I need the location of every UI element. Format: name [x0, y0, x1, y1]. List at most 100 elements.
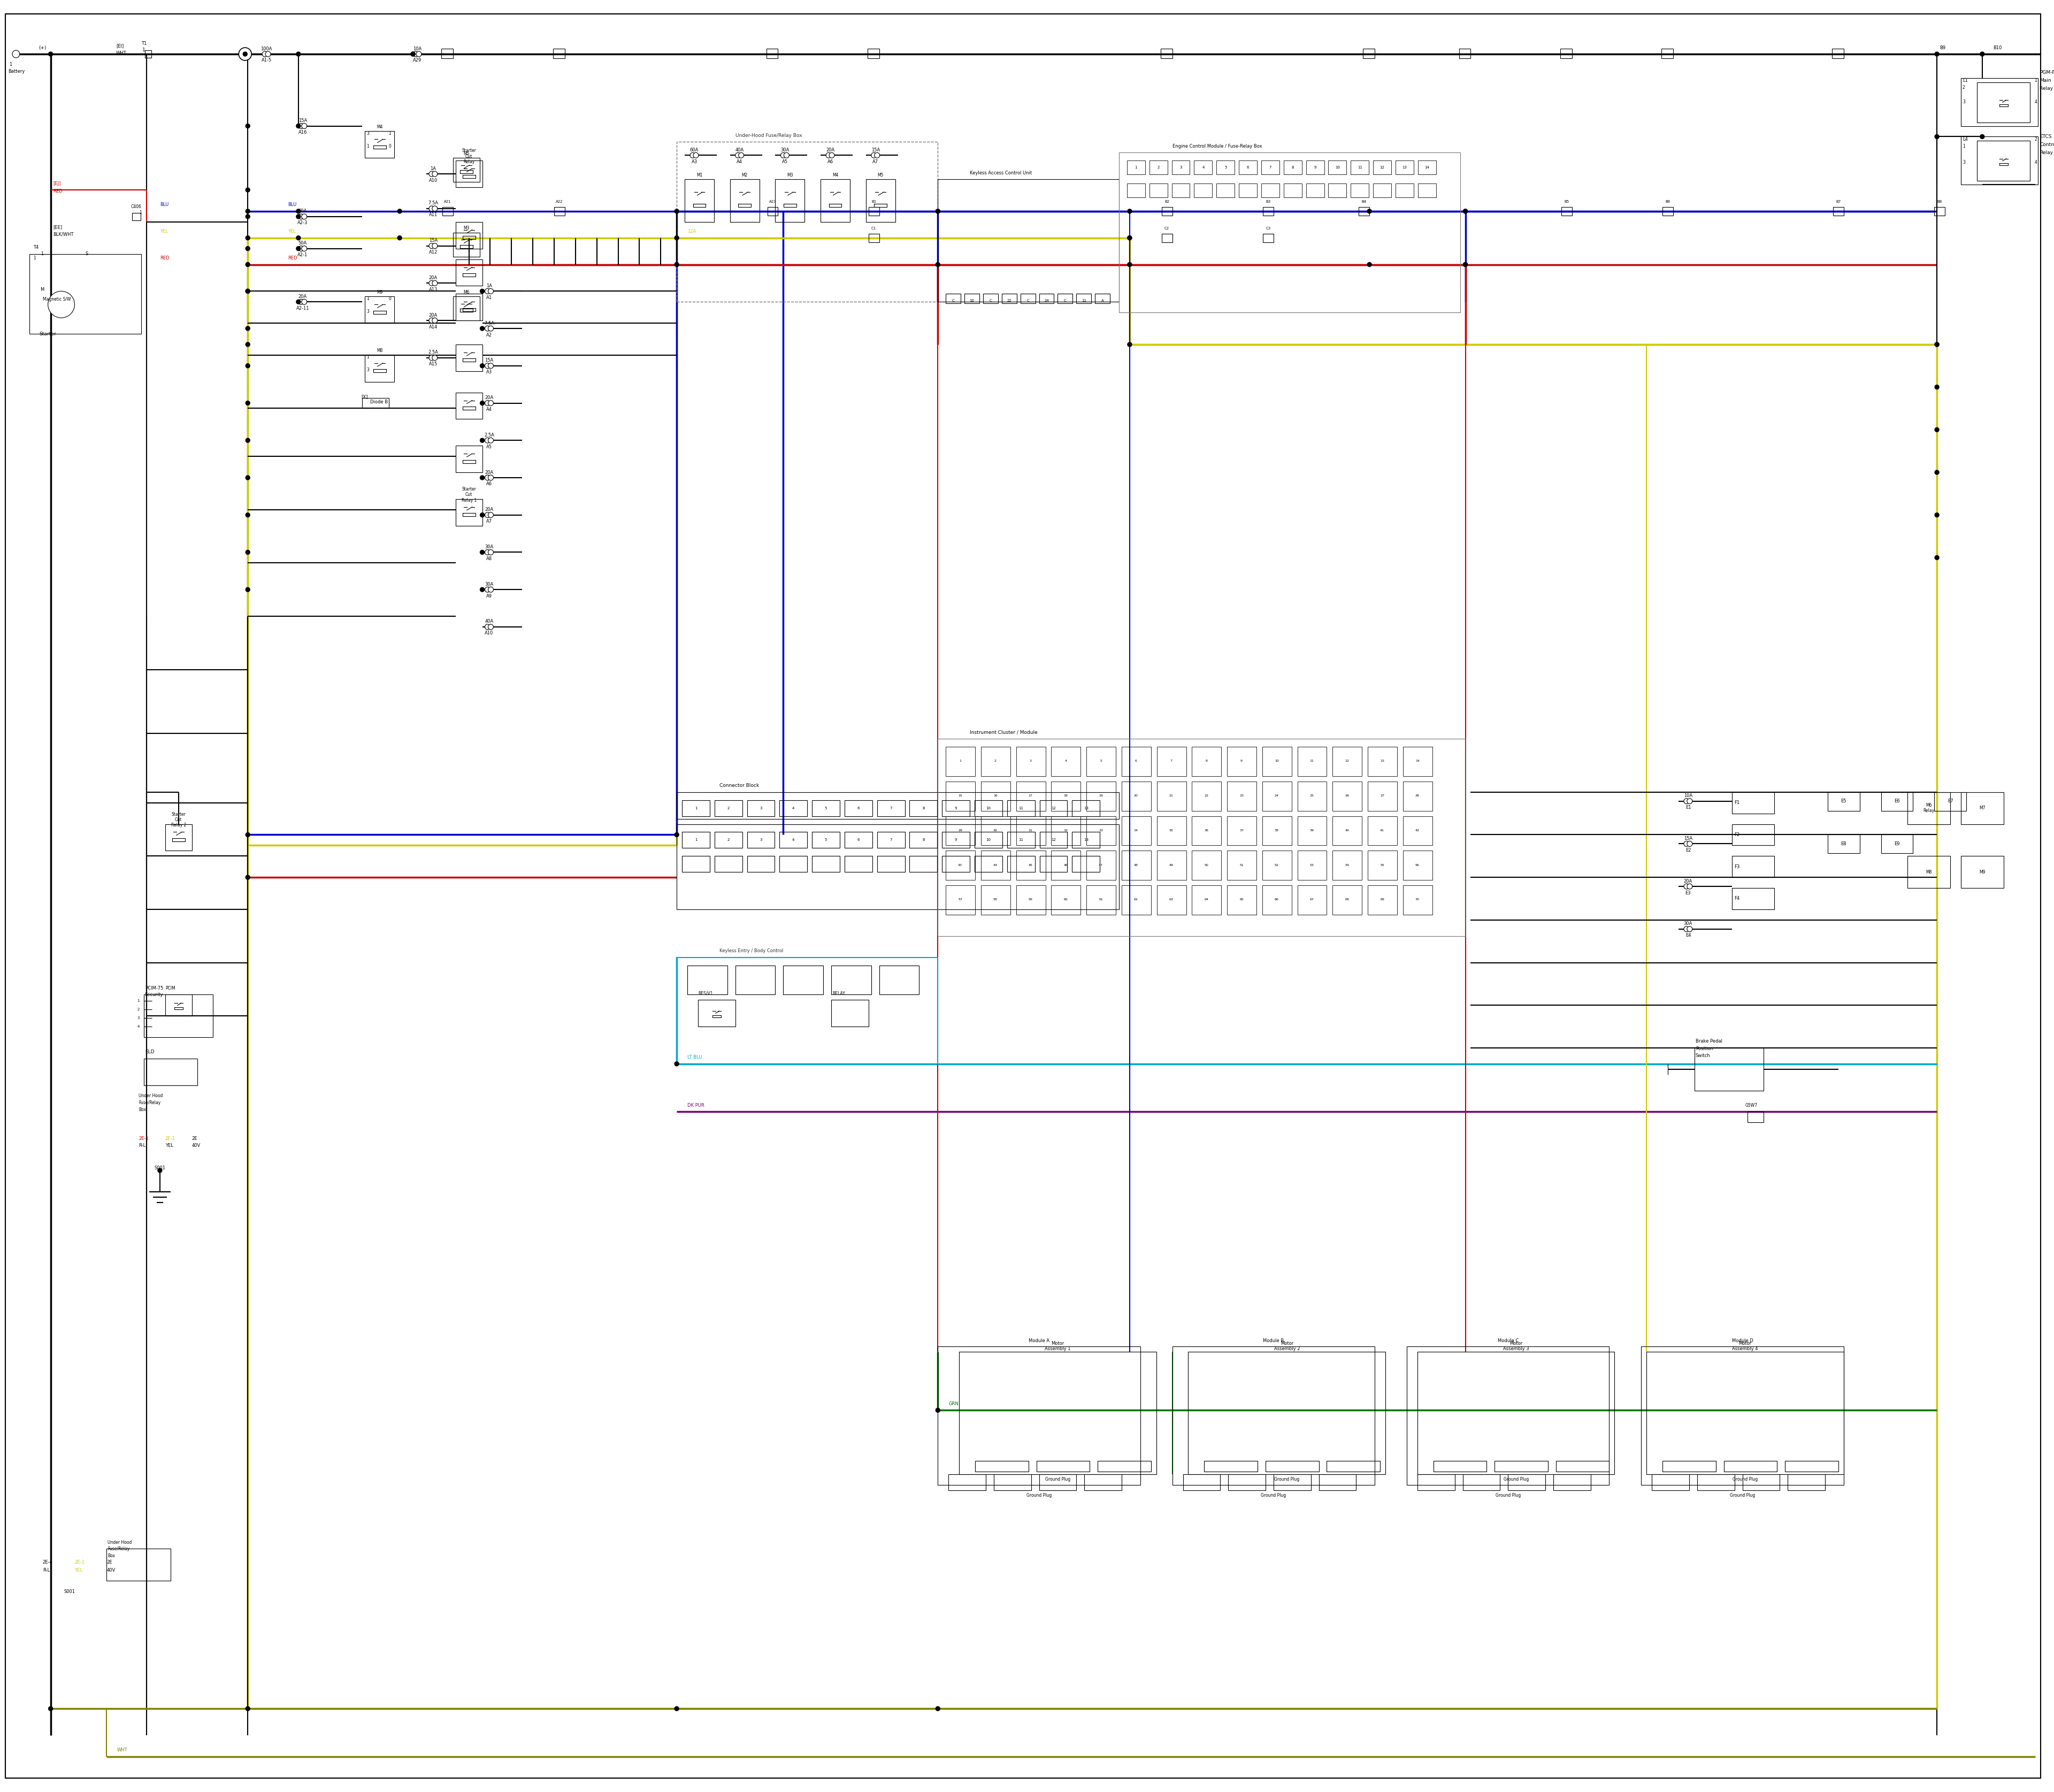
- Circle shape: [47, 290, 74, 317]
- Circle shape: [429, 355, 433, 360]
- Bar: [1832, 208, 1844, 215]
- Text: 1: 1: [140, 210, 142, 215]
- Text: 60A: 60A: [690, 147, 698, 152]
- Circle shape: [1686, 799, 1692, 805]
- Bar: [1462, 1475, 1499, 1491]
- Text: 2: 2: [1156, 167, 1161, 168]
- Bar: [1017, 747, 1045, 776]
- Bar: [698, 1000, 735, 1027]
- Bar: [1191, 781, 1222, 810]
- Text: 68: 68: [1345, 898, 1349, 901]
- Text: 28: 28: [1415, 794, 1419, 797]
- Text: 10: 10: [1335, 167, 1339, 168]
- Bar: [1417, 1475, 1454, 1491]
- Text: A3: A3: [487, 369, 493, 375]
- Text: [X]: [X]: [362, 394, 368, 400]
- Circle shape: [246, 833, 251, 837]
- Circle shape: [246, 247, 251, 251]
- Bar: [1368, 747, 1397, 776]
- Bar: [1368, 851, 1397, 880]
- Text: 65: 65: [1239, 898, 1243, 901]
- Text: 4: 4: [1064, 760, 1066, 763]
- Bar: [164, 995, 191, 1016]
- Text: B10: B10: [1992, 45, 2003, 50]
- Text: 40V: 40V: [107, 1568, 115, 1573]
- Bar: [1395, 183, 1413, 197]
- Text: Motor
Assembly 3: Motor Assembly 3: [1504, 1340, 1528, 1351]
- Bar: [456, 161, 483, 188]
- Text: WHT: WHT: [117, 1747, 127, 1753]
- Text: 10: 10: [1276, 760, 1280, 763]
- Bar: [910, 857, 937, 873]
- Bar: [1039, 294, 1054, 303]
- Circle shape: [49, 52, 53, 56]
- Bar: [1417, 1351, 1614, 1475]
- Text: 36: 36: [1204, 830, 1208, 831]
- Circle shape: [398, 210, 403, 213]
- Text: 20A: 20A: [826, 147, 834, 152]
- Text: Ground Plug: Ground Plug: [1495, 1493, 1520, 1498]
- Circle shape: [489, 437, 493, 443]
- Text: A4: A4: [487, 407, 493, 412]
- Text: 13: 13: [1085, 806, 1089, 810]
- Bar: [1333, 885, 1362, 914]
- Bar: [1662, 48, 1674, 59]
- Text: 19: 19: [1099, 794, 1103, 797]
- Bar: [1261, 183, 1280, 197]
- Text: 24: 24: [1276, 794, 1280, 797]
- Bar: [1298, 885, 1327, 914]
- Bar: [976, 1460, 1029, 1471]
- Bar: [1352, 183, 1368, 197]
- Bar: [1121, 781, 1150, 810]
- Text: C: C: [1064, 299, 1066, 303]
- Text: F2: F2: [1734, 831, 1740, 837]
- Circle shape: [298, 299, 304, 305]
- Text: Ground Plug: Ground Plug: [1027, 1493, 1052, 1498]
- Bar: [1732, 857, 1775, 878]
- Text: 1: 1: [388, 131, 390, 136]
- Bar: [1156, 747, 1185, 776]
- Text: Starter
Cut
Relay 1: Starter Cut Relay 1: [462, 487, 477, 504]
- Text: 1A: 1A: [487, 283, 493, 289]
- Text: 5: 5: [1099, 760, 1101, 763]
- Circle shape: [302, 299, 306, 305]
- Bar: [939, 179, 1119, 301]
- Bar: [1017, 815, 1045, 846]
- Text: Box: Box: [107, 1554, 115, 1557]
- Text: WHT: WHT: [117, 50, 127, 56]
- Bar: [1171, 183, 1189, 197]
- Bar: [965, 294, 980, 303]
- Bar: [1163, 233, 1173, 242]
- Text: 3: 3: [366, 367, 370, 373]
- Bar: [1006, 799, 1035, 815]
- Text: 34: 34: [1134, 830, 1138, 831]
- Bar: [959, 1351, 1156, 1475]
- Bar: [781, 799, 807, 815]
- Text: 13: 13: [1085, 839, 1089, 842]
- Circle shape: [1980, 134, 1984, 138]
- Bar: [735, 966, 774, 995]
- Text: B6: B6: [1666, 201, 1670, 202]
- Text: 20A: 20A: [1684, 878, 1692, 883]
- Bar: [879, 966, 920, 995]
- Text: Motor
Assembly 2: Motor Assembly 2: [1273, 1340, 1300, 1351]
- Text: 47: 47: [1099, 864, 1103, 866]
- Text: Battery: Battery: [8, 70, 25, 73]
- Text: 48: 48: [1134, 864, 1138, 866]
- Text: Brake Pedal: Brake Pedal: [1695, 1039, 1723, 1045]
- Circle shape: [431, 355, 438, 360]
- Bar: [1265, 1460, 1319, 1471]
- Circle shape: [298, 213, 304, 219]
- Text: M7: M7: [1980, 806, 1986, 810]
- Circle shape: [1684, 926, 1688, 932]
- Circle shape: [1462, 210, 1467, 213]
- Bar: [748, 857, 774, 873]
- Circle shape: [481, 401, 485, 405]
- Bar: [1935, 792, 1966, 810]
- Text: 3: 3: [760, 839, 762, 842]
- Text: 40A: 40A: [735, 147, 744, 152]
- Text: A14: A14: [429, 324, 438, 330]
- Bar: [811, 831, 840, 848]
- Text: ELD: ELD: [146, 1050, 154, 1054]
- Text: M: M: [39, 287, 43, 292]
